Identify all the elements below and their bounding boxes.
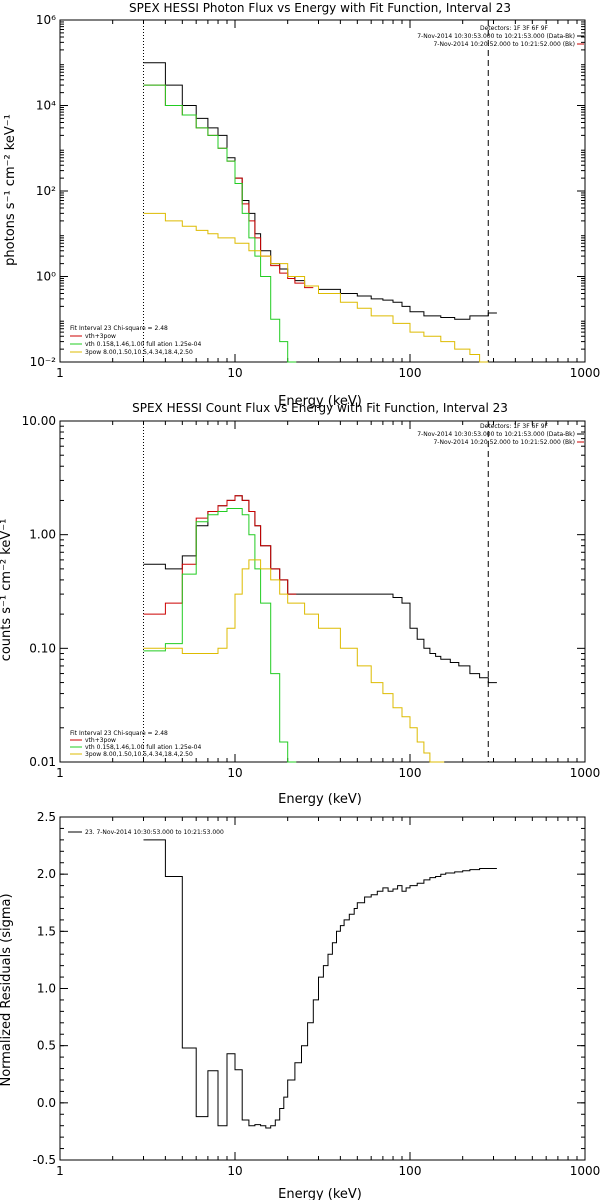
y-tick-label: 10⁴ (36, 99, 56, 113)
y-axis-label: Normalized Residuals (sigma) (0, 893, 14, 1086)
series-line (143, 84, 297, 363)
x-tick-label: 1 (56, 766, 64, 780)
y-tick-label: 1.0 (37, 982, 56, 996)
series-line (143, 508, 297, 763)
series-line (143, 495, 297, 615)
legend-top-line: 7-Nov-2014 10:20:52.000 to 10:21:52.000 … (433, 41, 575, 48)
count-flux-panel: SPEX HESSI Count Flux vs Energy with Fit… (0, 401, 600, 807)
y-tick-label: 2.5 (37, 810, 56, 824)
legend-fit-line: vth 0.158,1.46,1.00 full ation 1.25e-04 (85, 744, 201, 751)
photon-flux-panel: SPEX HESSI Photon Flux vs Energy with Fi… (3, 1, 600, 409)
x-tick-label: 100 (399, 1164, 422, 1178)
y-axis-label: photons s⁻¹ cm⁻² keV⁻¹ (3, 114, 18, 266)
legend-fit-header: Fit Interval 23 Chi-square = 2.48 (70, 730, 168, 737)
series-line (143, 84, 314, 289)
x-axis-label: Energy (keV) (278, 792, 362, 807)
legend-fit-header: Fit Interval 23 Chi-square = 2.48 (70, 325, 168, 332)
series-line (143, 559, 445, 763)
legend-top-line: 23. 7-Nov-2014 10:30:53.000 to 10:21:53.… (85, 829, 224, 836)
legend-detectors: Detectors: 1F 3F 6F 9F (480, 25, 549, 32)
y-tick-label: 10⁻² (30, 355, 57, 369)
x-tick-label: 1000 (570, 1164, 600, 1178)
plot-frame (59, 19, 586, 363)
x-tick-label: 100 (399, 366, 422, 380)
y-tick-label: 0.5 (37, 1039, 56, 1053)
x-tick-label: 10 (227, 366, 242, 380)
x-tick-label: 10 (227, 1164, 242, 1178)
x-axis-label: Energy (keV) (278, 394, 362, 409)
legend-fit-line: vth+3pow (85, 737, 116, 744)
x-tick-label: 1 (56, 1164, 64, 1178)
legend-top-line: 7-Nov-2014 10:30:53.000 to 10:21:53.000 … (417, 431, 575, 438)
y-axis-label: counts s⁻¹ cm⁻² keV⁻¹ (0, 519, 14, 662)
y-tick-label: 10⁰ (36, 270, 56, 284)
y-tick-label: 10² (36, 184, 56, 198)
y-tick-label: 10⁶ (36, 13, 56, 27)
legend-fit-line: 3pow 8.00,1.50,10.5,4.34,18.4,2.50 (85, 349, 193, 356)
legend-fit-line: 3pow 8.00,1.50,10.5,4.34,18.4,2.50 (85, 751, 193, 758)
series-line (143, 839, 497, 1129)
series-line (143, 62, 497, 320)
residuals-panel: Energy (keV) Normalized Residuals (sigma… (0, 810, 600, 1200)
x-tick-label: 1000 (570, 766, 600, 780)
legend-detectors: Detectors: 1F 3F 6F 9F (480, 423, 549, 430)
series-line (143, 212, 489, 363)
y-tick-label: 0.10 (29, 641, 56, 655)
x-axis-label: Energy (keV) (278, 1187, 362, 1200)
y-tick-label: 1.00 (29, 528, 56, 542)
y-tick-label: 0.0 (37, 1096, 56, 1110)
chart-title: SPEX HESSI Count Flux vs Energy with Fit… (132, 401, 508, 415)
legend-top-line: 7-Nov-2014 10:30:53.000 to 10:21:53.000 … (417, 33, 575, 40)
x-tick-label: 100 (399, 766, 422, 780)
x-tick-label: 1 (56, 366, 64, 380)
y-tick-label: 0.01 (29, 755, 56, 769)
legend-fit-line: vth+3pow (85, 333, 116, 340)
y-tick-label: 1.5 (37, 924, 56, 938)
legend-top-line: 7-Nov-2014 10:20:52.000 to 10:21:52.000 … (433, 439, 575, 446)
plot-frame (59, 420, 586, 763)
y-tick-label: 10.00 (22, 414, 56, 428)
y-tick-label: -0.5 (33, 1153, 56, 1167)
y-tick-label: 2.0 (37, 867, 56, 881)
x-tick-label: 10 (227, 766, 242, 780)
x-tick-label: 1000 (570, 366, 600, 380)
chart-title: SPEX HESSI Photon Flux vs Energy with Fi… (129, 1, 511, 15)
plot-frame (59, 816, 586, 1161)
